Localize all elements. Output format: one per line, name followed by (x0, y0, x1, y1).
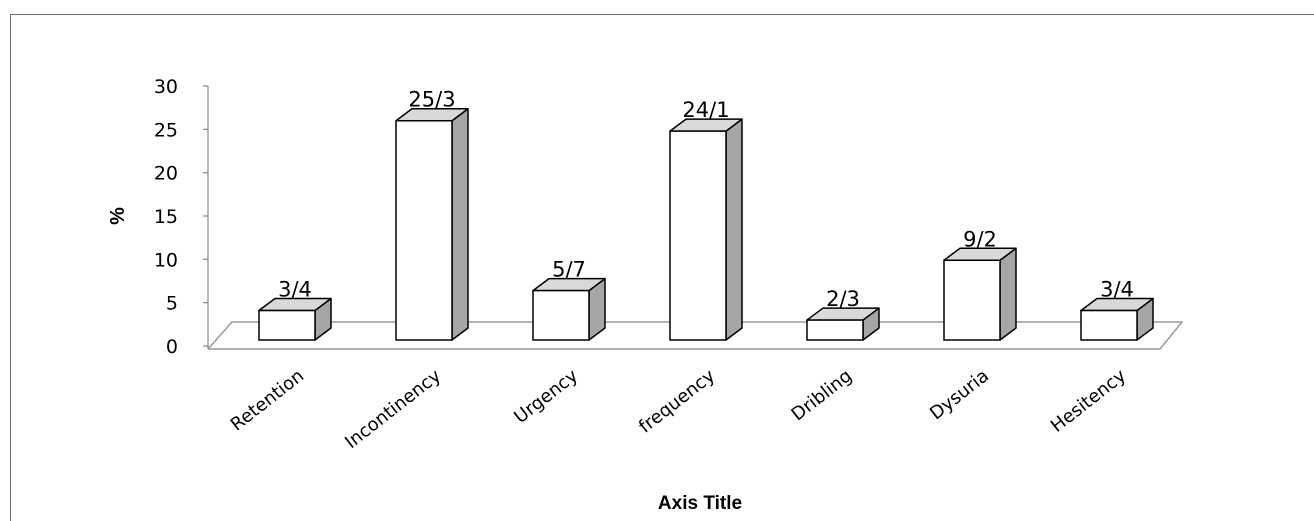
chart-frame (10, 14, 1314, 521)
bar-side (451, 107, 469, 341)
data-labels: 3/4 25/3 5/7 24/1 2/3 9/2 3/4 (278, 88, 1134, 311)
bar (943, 247, 1017, 341)
x-axis-title: Axis Title (658, 493, 742, 514)
bar-front (532, 289, 590, 341)
bar-front (669, 130, 727, 341)
data-label: 24/1 (682, 98, 729, 122)
bar (532, 277, 606, 341)
data-label: 2/3 (826, 287, 860, 311)
bar (1080, 297, 1154, 341)
y-tick-label: 20 (154, 163, 178, 185)
x-axis-categories: Retention Incontinency Urgency frequency Dri… (227, 365, 1131, 453)
data-label: 3/4 (1100, 278, 1134, 302)
bar-side (725, 118, 743, 341)
bar (669, 118, 743, 341)
y-axis: 0 5 10 15 20 25 30 (154, 76, 209, 358)
data-label: 5/7 (552, 258, 586, 282)
bars (258, 107, 1154, 341)
bar (258, 297, 332, 341)
x-tick-label: Hesitency (1047, 365, 1130, 437)
bar-front (395, 119, 453, 341)
bar-front (1080, 309, 1138, 341)
bar (806, 307, 880, 341)
y-tick-label: 0 (166, 336, 178, 358)
x-tick-label: frequency (635, 365, 719, 437)
y-tick-label: 30 (154, 76, 178, 98)
data-label: 9/2 (963, 227, 997, 251)
x-tick-label: Retention (227, 365, 308, 435)
y-tick-label: 25 (154, 119, 178, 141)
data-label: 25/3 (408, 88, 455, 112)
bar-side (999, 247, 1017, 341)
x-tick-label: Urgency (510, 365, 582, 428)
y-axis-title: % (107, 207, 129, 225)
bar-front (806, 319, 864, 341)
x-tick-label: Incontinency (341, 365, 445, 453)
bar-front (943, 259, 1001, 341)
floor-outline (207, 321, 1184, 350)
data-label: 3/4 (278, 278, 312, 302)
x-tick-label: Dribling (788, 365, 857, 425)
x-tick-label: Dysuria (926, 365, 993, 424)
bar (395, 107, 469, 341)
chart-floor (207, 321, 1184, 350)
bar-front (258, 309, 316, 341)
y-tick-label: 15 (154, 206, 178, 228)
y-tick-label: 5 (166, 293, 178, 315)
y-tick-label: 10 (154, 249, 178, 271)
